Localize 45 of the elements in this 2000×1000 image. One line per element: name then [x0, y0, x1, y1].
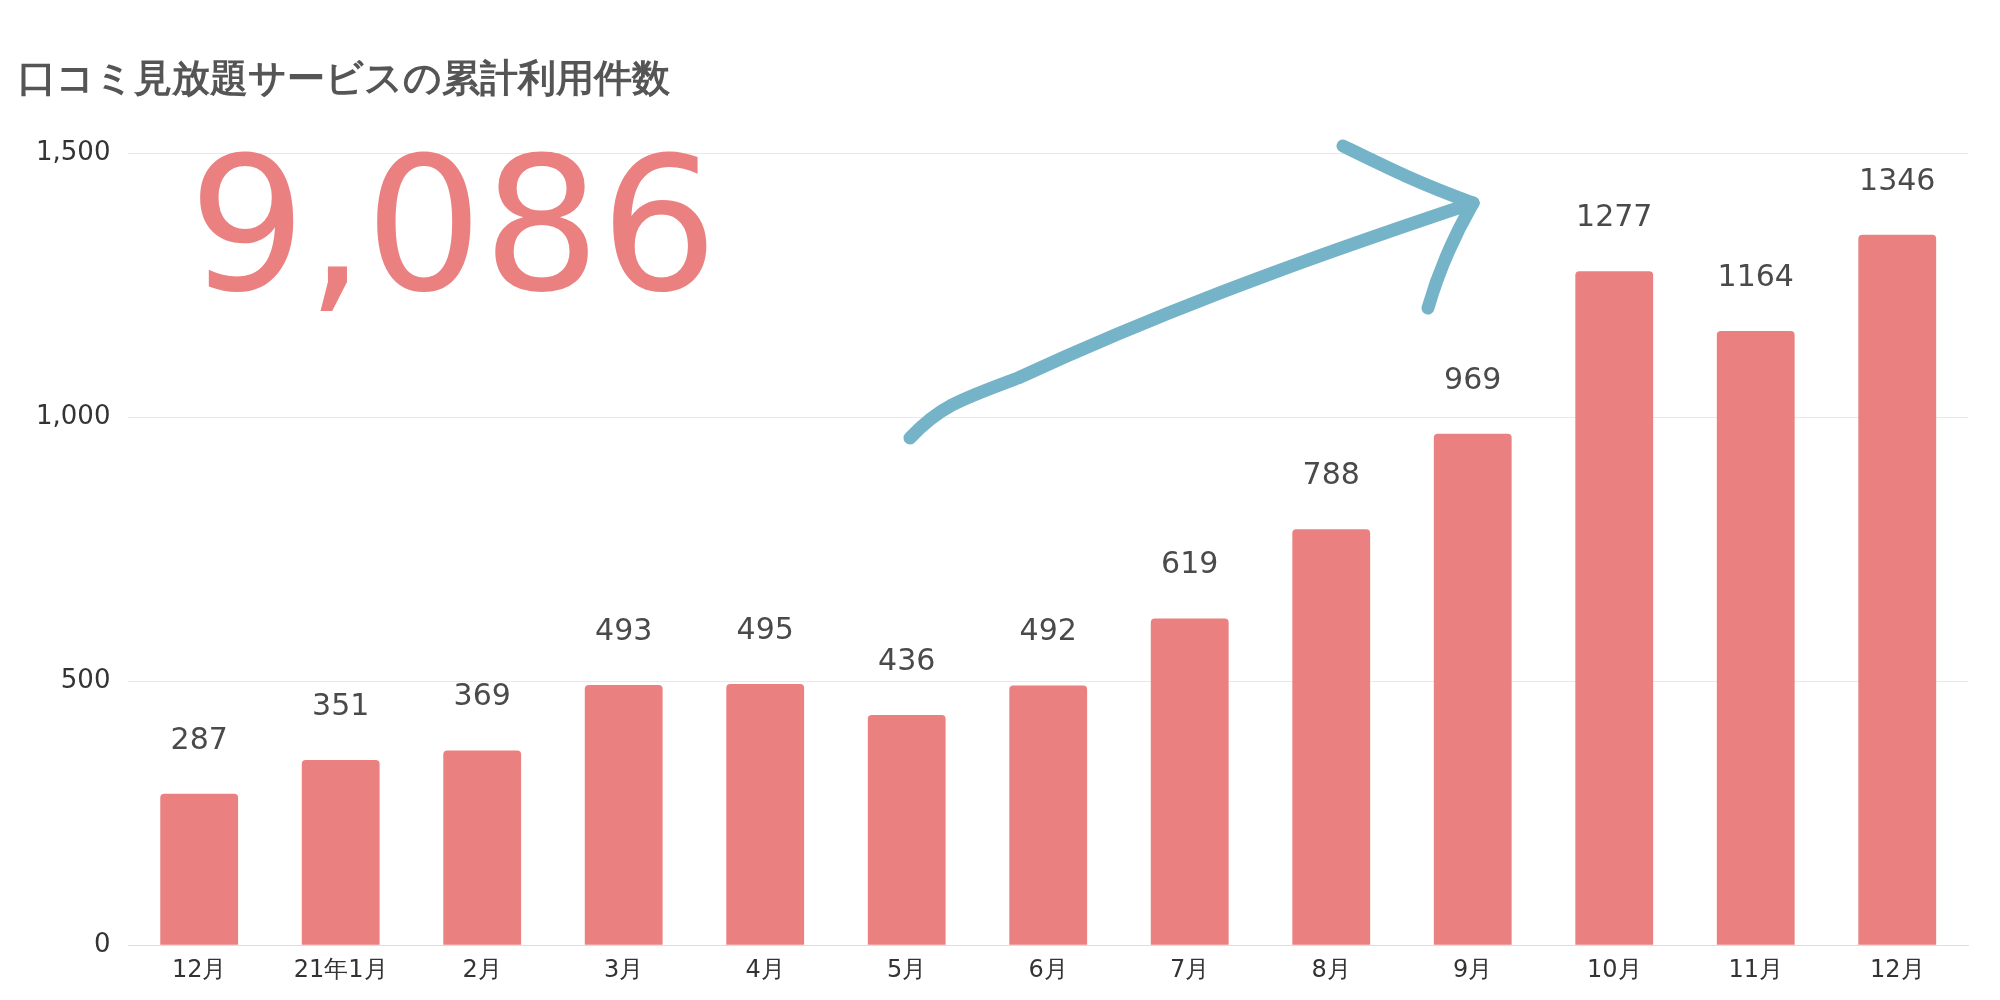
x-tick-label: 12月	[1869, 954, 1925, 983]
x-tick-label: 5月	[887, 954, 927, 983]
bar	[867, 715, 946, 945]
x-tick-label: 2月	[462, 954, 502, 983]
y-tick-label: 1,000	[36, 400, 111, 431]
x-tick-label: 8月	[1311, 954, 1351, 983]
chart-title: 口コミ見放題サービスの累計利用件数	[18, 55, 671, 100]
data-label: 1277	[1576, 198, 1653, 234]
bar	[301, 759, 380, 945]
data-label: 1346	[1859, 161, 1936, 197]
bar	[1150, 618, 1229, 945]
data-label: 287	[170, 720, 228, 756]
data-label: 619	[1161, 545, 1219, 581]
data-label: 351	[312, 686, 370, 722]
x-tick-label: 9月	[1453, 954, 1493, 983]
y-tick-label: 1,500	[36, 136, 111, 167]
annotation: 9,086	[188, 116, 719, 333]
bar	[1858, 234, 1937, 945]
data-label: 969	[1444, 360, 1502, 396]
y-tick-label: 0	[93, 927, 111, 958]
x-tick-label: 4月	[745, 954, 785, 983]
bar	[1292, 529, 1371, 945]
bar	[1009, 685, 1088, 945]
x-tick-label: 11月	[1728, 954, 1784, 983]
x-tick-label: 7月	[1170, 954, 1210, 983]
data-label: 492	[1019, 612, 1077, 648]
bar	[1433, 433, 1512, 945]
data-label: 436	[878, 641, 936, 677]
data-label: 369	[453, 677, 511, 713]
bar	[1716, 330, 1795, 945]
y-tick-label: 500	[60, 664, 111, 695]
bar	[584, 685, 663, 945]
x-tick-label: 12月	[171, 954, 227, 983]
x-tick-label: 3月	[604, 954, 644, 983]
bar	[443, 750, 522, 945]
data-label: 1164	[1717, 257, 1794, 293]
data-label: 493	[595, 611, 653, 647]
data-label: 495	[736, 610, 794, 646]
x-tick-label: 6月	[1028, 954, 1068, 983]
bar	[726, 683, 805, 945]
bar	[160, 793, 239, 945]
bar	[1575, 271, 1654, 945]
x-tick-label: 21年1月	[293, 954, 388, 983]
x-tick-label: 10月	[1586, 954, 1642, 983]
data-label: 788	[1302, 456, 1360, 492]
